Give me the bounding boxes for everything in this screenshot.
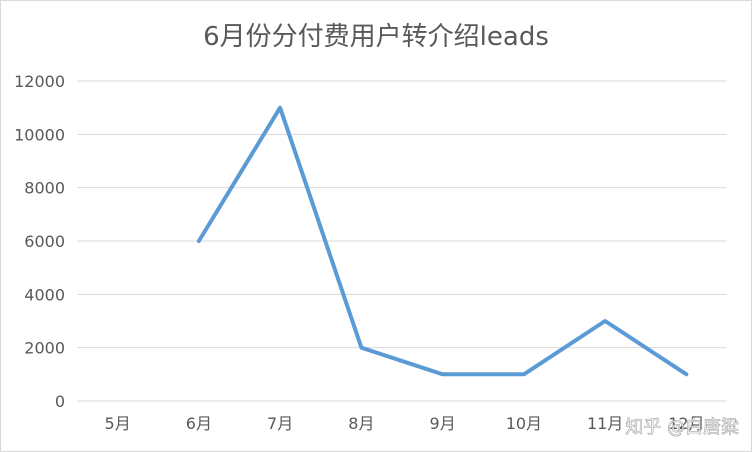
x-tick-label: 10月 xyxy=(506,414,542,433)
x-tick-label: 8月 xyxy=(348,414,374,433)
series-lines xyxy=(196,105,689,377)
x-tick-label: 11月 xyxy=(587,414,623,433)
x-tick-label: 9月 xyxy=(430,414,456,433)
y-axis-tick-labels: 0 2000 4000 6000 8000 10000 12000 xyxy=(14,72,65,411)
y-tick-label: 6000 xyxy=(24,232,65,251)
x-tick-label: 5月 xyxy=(105,414,131,433)
y-tick-label: 8000 xyxy=(24,179,65,198)
y-tick-label: 10000 xyxy=(14,125,65,144)
x-tick-label: 6月 xyxy=(186,414,212,433)
chart-title: 6月份分付费用户转介绍leads xyxy=(203,22,549,52)
x-tick-label: 7月 xyxy=(267,414,293,433)
y-tick-label: 12000 xyxy=(14,72,65,91)
series-line xyxy=(196,105,689,377)
x-tick-label: 12月 xyxy=(668,414,704,433)
y-tick-label: 2000 xyxy=(24,339,65,358)
y-tick-label: 4000 xyxy=(24,285,65,304)
y-tick-label: 0 xyxy=(55,392,65,411)
grid-lines xyxy=(77,80,727,402)
x-axis-tick-labels: 5月 6月 7月 8月 9月 10月 11月 12月 xyxy=(105,414,705,433)
watermark-text: 知乎 @白唐粱 xyxy=(625,417,739,438)
